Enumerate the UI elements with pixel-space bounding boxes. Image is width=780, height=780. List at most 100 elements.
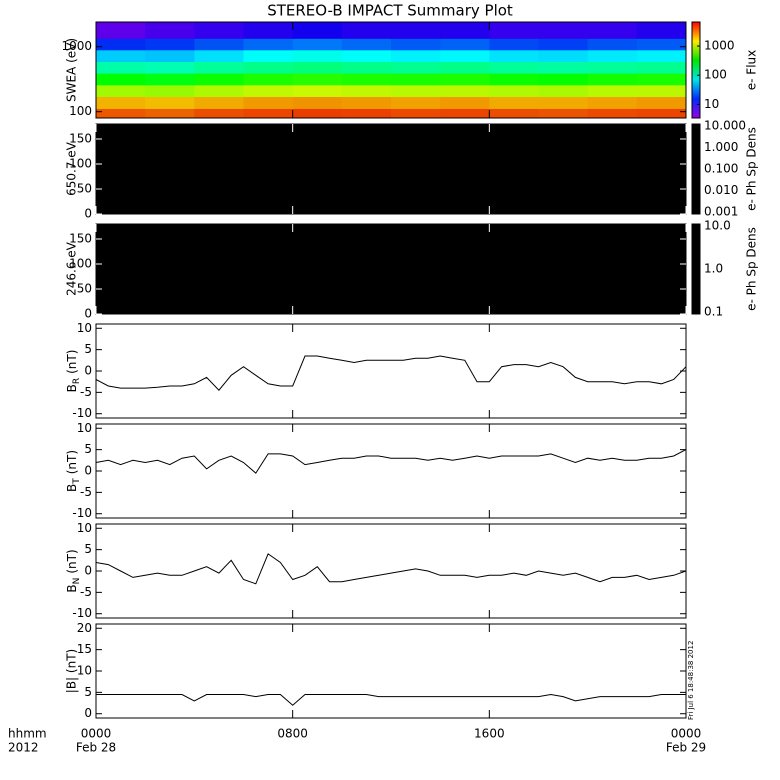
line-series: [95, 449, 687, 474]
y-axis-label-subscript: T: [72, 478, 82, 485]
heatmap-cell: [391, 61, 441, 74]
x-tick-label: 0000: [81, 727, 112, 741]
y-tick-label: 10: [77, 421, 92, 435]
heatmap-cell: [194, 38, 244, 51]
y-axis-label: SWEA (eV): [65, 38, 79, 102]
plot-title: STEREO-B IMPACT Summary Plot: [267, 2, 513, 20]
panel-frame: [95, 523, 687, 619]
y-axis-label-unit: (nT): [65, 350, 79, 374]
heatmap-cell: [341, 73, 392, 86]
heatmap-cell: [489, 38, 539, 51]
line-series: [96, 693, 686, 706]
x-date-label: Feb 28: [76, 741, 116, 755]
heatmap-cell: [391, 73, 441, 86]
heatmap-cell: [391, 22, 441, 39]
heatmap-cell: [587, 84, 638, 97]
heatmap-cell: [440, 22, 490, 39]
heatmap-cell: [243, 84, 294, 97]
heatmap-cell: [145, 96, 195, 109]
panel-frame: [95, 323, 687, 419]
y-tick-label: 0: [84, 464, 92, 478]
heatmap-cell: [391, 96, 441, 109]
heatmap-cell: [636, 49, 687, 63]
heatmap-cell: [489, 108, 539, 119]
heatmap-cell: [489, 96, 539, 109]
heatmap-cell: [243, 38, 294, 51]
y-tick-label: 50: [77, 182, 92, 196]
colorbar-tick-label: 0.001: [704, 205, 738, 219]
y-tick-label: -5: [80, 585, 92, 599]
heatmap-cell: [538, 49, 589, 63]
y-tick-label: 10: [77, 664, 92, 678]
heatmap-cell: [96, 49, 146, 63]
y-axis-label-subscript: N: [72, 578, 82, 585]
heatmap-cell: [440, 61, 490, 74]
y-tick-label: 5: [84, 342, 92, 356]
y-tick-label: 50: [77, 282, 92, 296]
colorbar: [691, 21, 701, 119]
heatmap-cell: [391, 49, 441, 63]
heatmap-cell: [292, 73, 343, 86]
colorbar-tick-label: 1000: [704, 39, 735, 53]
y-tick-label: 0: [84, 207, 92, 221]
heatmap-cell: [145, 108, 195, 119]
heatmap-cell: [538, 96, 589, 109]
heatmap-cell: [636, 38, 687, 51]
heatmap-cell: [440, 38, 490, 51]
heatmap-cell: [292, 38, 343, 51]
heatmap-cell: [636, 108, 687, 119]
heatmap-cell: [587, 22, 638, 39]
heatmap-cell: [292, 61, 343, 74]
x-axis-label: hhmm: [8, 727, 47, 741]
heatmap-cell: [96, 96, 146, 109]
y-axis-label-unit: (nT): [65, 450, 79, 474]
heatmap-cell: [587, 61, 638, 74]
heatmap-cell: [538, 84, 589, 97]
heatmap-cell: [391, 38, 441, 51]
y-axis-label-subscript: R: [72, 378, 82, 384]
colorbar-tick-label: 100: [704, 68, 727, 82]
heatmap-cell: [341, 38, 392, 51]
heatmap-cell: [636, 84, 687, 97]
heatmap-cell: [587, 49, 638, 63]
colorbar-tick-label: 10: [704, 97, 719, 111]
heatmap-cell: [145, 38, 195, 51]
colorbar-tick-label: 1.0: [704, 262, 723, 276]
heatmap-cell: [636, 96, 687, 109]
heatmap-cell: [489, 22, 539, 39]
y-tick-label: -10: [72, 606, 92, 620]
y-tick-label: 100: [69, 104, 92, 118]
y-tick-label: 0: [84, 564, 92, 578]
heatmap-cell: [538, 61, 589, 74]
y-tick-label: 20: [77, 621, 92, 635]
y-tick-label: 5: [84, 685, 92, 699]
y-tick-label: 5: [84, 442, 92, 456]
heatmap-cell: [145, 49, 195, 63]
y-tick-label: -10: [72, 406, 92, 420]
heatmap-cell: [587, 73, 638, 86]
y-tick-label: 0: [84, 706, 92, 720]
y-tick-label: -5: [80, 485, 92, 499]
heatmap-cell: [538, 73, 589, 86]
heatmap-cell: [587, 38, 638, 51]
panel-frame: [95, 223, 687, 315]
x-tick-label: 1600: [474, 727, 505, 741]
heatmap-cell: [587, 108, 638, 119]
colorbar-tick-label: 10.0: [704, 219, 731, 233]
y-tick-label: 0: [84, 307, 92, 321]
heatmap-cell: [489, 73, 539, 86]
heatmap-cell: [440, 49, 490, 63]
line-series: [95, 355, 687, 391]
y-tick-label: 100: [69, 157, 92, 171]
y-tick-label: 15: [77, 642, 92, 656]
heatmap-cell: [194, 108, 244, 119]
timestamp: Fri Jul 6 18:48:38 2012: [687, 641, 695, 720]
heatmap-cell: [96, 84, 146, 97]
colorbar-tick-label: 0.010: [704, 183, 738, 197]
y-axis-label-symbol: B: [65, 484, 79, 492]
heatmap-cell: [341, 22, 392, 39]
heatmap-cell: [243, 108, 294, 119]
panel-frame: [95, 123, 687, 215]
heatmap-cell: [636, 73, 687, 86]
